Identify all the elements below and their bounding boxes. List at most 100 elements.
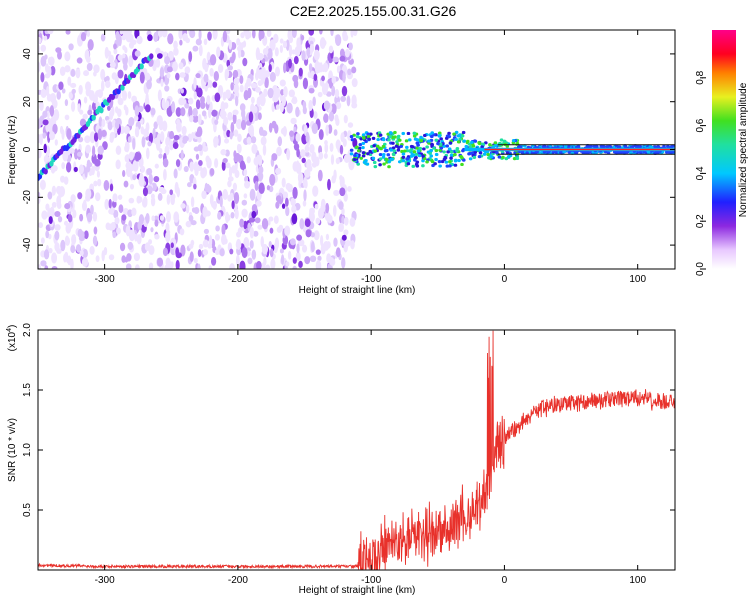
y-tick-label: -20 [22, 190, 33, 205]
heatmap-cell [291, 213, 298, 225]
heatmap-cell [199, 101, 206, 109]
heatmap-cell [159, 215, 165, 221]
heatmap-cell [343, 153, 350, 164]
heatmap-cell [217, 211, 222, 220]
heatmap-cell [249, 188, 256, 201]
heatmap-cell [164, 145, 170, 156]
heatmap-cell [405, 145, 409, 149]
heatmap-cell [228, 166, 233, 178]
heatmap-cell [154, 219, 159, 227]
spectrogram-y-label: Frequency (Hz) [7, 116, 18, 185]
heatmap-cell [258, 165, 264, 174]
heatmap-cell [70, 194, 76, 203]
heatmap-cell [140, 118, 144, 125]
heatmap-cell [123, 125, 130, 135]
heatmap-cell [638, 144, 642, 149]
heatmap-cell [195, 73, 201, 79]
heatmap-cell [255, 200, 262, 207]
heatmap-cell [291, 205, 297, 213]
colorbar-gradient [712, 30, 736, 269]
heatmap-cell [274, 47, 279, 57]
heatmap-cell [494, 143, 498, 148]
heatmap-cell [232, 69, 239, 79]
heatmap-cell [268, 216, 274, 222]
heatmap-cell [140, 165, 146, 173]
heatmap-cell [65, 161, 72, 173]
heatmap-cell [54, 224, 61, 231]
heatmap-cell [454, 137, 458, 142]
heatmap-cell [550, 151, 555, 155]
heatmap-cell [308, 209, 315, 219]
heatmap-cell [437, 134, 442, 138]
heatmap-cell [343, 114, 348, 124]
heatmap-cell [434, 157, 438, 162]
heatmap-cell [198, 243, 204, 250]
heatmap-cell [292, 161, 299, 172]
heatmap-cell [243, 89, 250, 101]
heatmap-cell [121, 34, 127, 41]
heatmap-cell [207, 31, 212, 41]
heatmap-cell [193, 77, 197, 90]
heatmap-cell [313, 73, 318, 82]
heatmap-cell [401, 159, 406, 163]
heatmap-cell [224, 138, 230, 144]
heatmap-cell [341, 215, 345, 225]
heatmap-cell [493, 141, 498, 145]
heatmap-cell [167, 33, 174, 45]
x-tick-label: -200 [228, 575, 248, 586]
heatmap-cell [161, 98, 166, 110]
heatmap-cell [67, 255, 72, 266]
heatmap-cell [181, 125, 187, 135]
heatmap-cell [71, 234, 77, 245]
heatmap-cell [256, 97, 261, 107]
heatmap-cell [400, 149, 404, 154]
heatmap-cell [49, 131, 56, 141]
heatmap-cell [148, 173, 153, 185]
heatmap-cell [173, 40, 178, 50]
multiplier-exp: 4 [6, 328, 13, 332]
heatmap-cell [430, 134, 434, 139]
heatmap-cell [61, 88, 66, 94]
heatmap-cell [220, 110, 227, 119]
y-tick-label: 2.0 [22, 323, 33, 337]
heatmap-cell [131, 95, 138, 103]
heatmap-cell [243, 220, 248, 230]
heatmap-cell [281, 203, 286, 209]
snr-y-label: SNR (10 * v/v) [7, 418, 18, 482]
heatmap-cell [164, 85, 170, 92]
heatmap-cell [279, 79, 286, 87]
heatmap-cell [60, 175, 66, 183]
heatmap-cell [487, 156, 491, 160]
heatmap-cell [324, 142, 329, 154]
heatmap-cell [264, 76, 269, 89]
heatmap-cell [341, 234, 347, 241]
heatmap-cell [134, 126, 140, 138]
heatmap-cell [306, 158, 312, 171]
heatmap-cell [389, 148, 394, 152]
heatmap-cell [103, 179, 110, 191]
heatmap-cell [229, 192, 234, 201]
heatmap-cell [227, 180, 232, 188]
heatmap-cell [333, 129, 338, 136]
heatmap-cell [383, 149, 388, 153]
heatmap-cell [442, 157, 447, 162]
heatmap-cell [44, 265, 49, 269]
heatmap-cell [666, 144, 670, 148]
heatmap-cell [197, 263, 201, 269]
heatmap-cell [566, 144, 571, 148]
y-tick-label: 40 [22, 48, 33, 60]
heatmap-cell [113, 48, 118, 55]
heatmap-cell [110, 222, 116, 231]
heatmap-cell [302, 200, 307, 207]
heatmap-cell [108, 254, 115, 261]
heatmap-cell [349, 135, 354, 139]
heatmap-cell [128, 197, 135, 204]
heatmap-cell [275, 167, 282, 175]
heatmap-cell [58, 81, 64, 90]
heatmap-cell [415, 138, 420, 142]
heatmap-cell [347, 68, 352, 76]
heatmap-cell [317, 255, 322, 262]
heatmap-cell [335, 117, 340, 127]
heatmap-cell [434, 138, 439, 142]
heatmap-cell [197, 249, 202, 258]
